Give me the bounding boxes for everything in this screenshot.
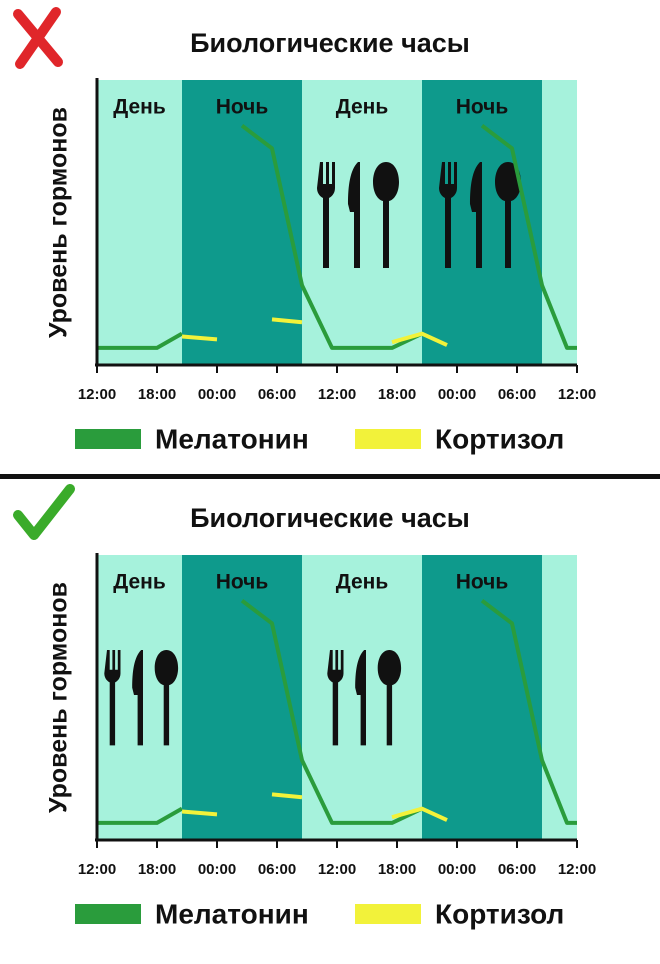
band — [542, 80, 577, 365]
legend-label: Кортизол — [435, 898, 564, 929]
spoon — [154, 650, 179, 746]
band-label: День — [336, 96, 389, 119]
band-label: День — [113, 571, 166, 594]
fork — [104, 650, 121, 746]
cutlery-icon — [104, 650, 179, 746]
band-label: День — [113, 96, 166, 119]
x-tick-label: 00:00 — [198, 386, 236, 403]
knife — [355, 650, 366, 746]
band — [97, 80, 182, 365]
chart-title: Биологические часы — [190, 503, 470, 533]
x-tick-label: 06:00 — [498, 861, 536, 878]
x-tick-label: 18:00 — [138, 861, 176, 878]
legend-swatch — [75, 429, 141, 449]
band — [302, 80, 422, 365]
knife — [132, 650, 143, 746]
legend-swatch — [75, 904, 141, 924]
x-tick-label: 12:00 — [318, 386, 356, 403]
series-line — [97, 599, 577, 825]
x-tick-label: 06:00 — [258, 386, 296, 403]
legend-swatch — [355, 429, 421, 449]
knife — [470, 162, 482, 268]
x-tick-label: 18:00 — [138, 386, 176, 403]
x-tick-label: 12:00 — [558, 861, 596, 878]
band — [422, 555, 542, 840]
band-label: Ночь — [216, 571, 269, 594]
band-label: Ночь — [456, 96, 509, 119]
x-tick-label: 00:00 — [198, 861, 236, 878]
legend-swatch — [355, 904, 421, 924]
chart-title: Биологические часы — [190, 28, 470, 58]
x-tick-label: 18:00 — [378, 861, 416, 878]
x-tick-label: 12:00 — [318, 861, 356, 878]
fork — [439, 162, 457, 268]
legend-label: Кортизол — [435, 423, 564, 454]
band-label: Ночь — [456, 571, 509, 594]
y-axis-label: Уровень гормонов — [45, 107, 73, 338]
fork — [317, 162, 335, 268]
y-axis-label: Уровень гормонов — [45, 582, 73, 813]
cross-icon — [13, 7, 63, 69]
legend-label: Мелатонин — [155, 423, 309, 454]
check-icon — [13, 484, 75, 540]
cutlery-icon — [317, 162, 399, 268]
fork — [327, 650, 344, 746]
spoon — [377, 650, 402, 746]
x-tick-label: 00:00 — [438, 861, 476, 878]
band-label: День — [336, 571, 389, 594]
band — [542, 555, 577, 840]
divider — [0, 474, 660, 479]
x-tick-label: 06:00 — [258, 861, 296, 878]
x-tick-label: 00:00 — [438, 386, 476, 403]
cutlery-icon — [327, 650, 402, 746]
x-tick-label: 12:00 — [558, 386, 596, 403]
x-tick-label: 18:00 — [378, 386, 416, 403]
cutlery-icon — [439, 162, 521, 268]
band-label: Ночь — [216, 96, 269, 119]
series-line — [97, 124, 577, 350]
legend-label: Мелатонин — [155, 898, 309, 929]
spoon — [495, 162, 521, 268]
x-tick-label: 12:00 — [78, 386, 116, 403]
spoon — [373, 162, 399, 268]
knife — [348, 162, 360, 268]
x-tick-label: 06:00 — [498, 386, 536, 403]
x-tick-label: 12:00 — [78, 861, 116, 878]
